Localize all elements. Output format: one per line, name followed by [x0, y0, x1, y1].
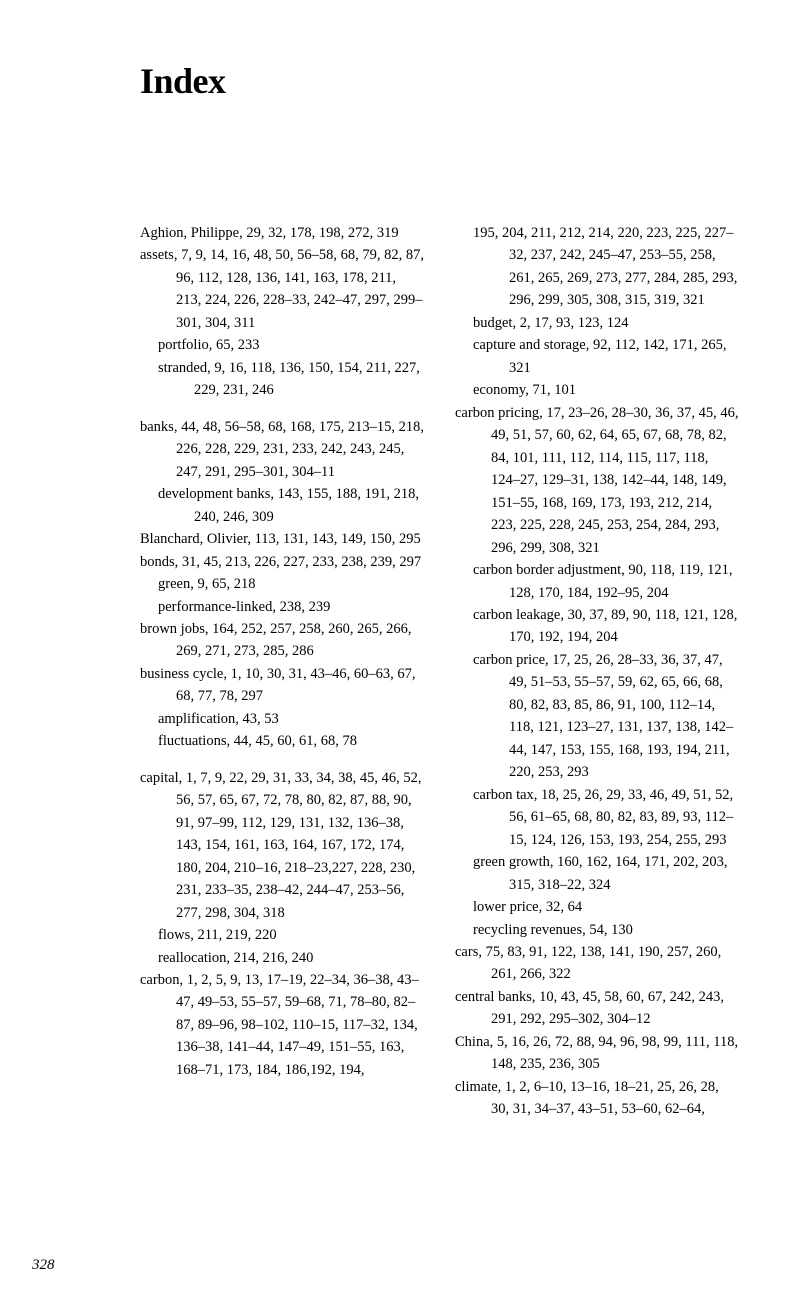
index-column-left: Aghion, Philippe, 29, 32, 178, 198, 272,… — [140, 222, 425, 1121]
index-entry: climate, 1, 2, 6–10, 13–16, 18–21, 25, 2… — [455, 1076, 740, 1121]
index-entry: banks, 44, 48, 56–58, 68, 168, 175, 213–… — [140, 416, 425, 483]
index-subentry: recycling revenues, 54, 130 — [455, 919, 740, 941]
index-subentry: 195, 204, 211, 212, 214, 220, 223, 225, … — [455, 222, 740, 312]
index-entry: bonds, 31, 45, 213, 226, 227, 233, 238, … — [140, 551, 425, 573]
page-title: Index — [140, 60, 740, 102]
index-subentry: carbon tax, 18, 25, 26, 29, 33, 46, 49, … — [455, 784, 740, 851]
index-subentry: performance-linked, 238, 239 — [140, 596, 425, 618]
index-subentry: stranded, 9, 16, 118, 136, 150, 154, 211… — [140, 357, 425, 402]
index-spacer — [140, 753, 425, 767]
index-column-right: 195, 204, 211, 212, 214, 220, 223, 225, … — [455, 222, 740, 1121]
index-entry: Aghion, Philippe, 29, 32, 178, 198, 272,… — [140, 222, 425, 244]
index-entry: business cycle, 1, 10, 30, 31, 43–46, 60… — [140, 663, 425, 708]
index-entry: cars, 75, 83, 91, 122, 138, 141, 190, 25… — [455, 941, 740, 986]
index-subentry: green growth, 160, 162, 164, 171, 202, 2… — [455, 851, 740, 896]
index-entry: capital, 1, 7, 9, 22, 29, 31, 33, 34, 38… — [140, 767, 425, 924]
index-subentry: carbon border adjustment, 90, 118, 119, … — [455, 559, 740, 604]
index-entry: China, 5, 16, 26, 72, 88, 94, 96, 98, 99… — [455, 1031, 740, 1076]
page-number: 328 — [32, 1257, 55, 1274]
index-subentry: carbon leakage, 30, 37, 89, 90, 118, 121… — [455, 604, 740, 649]
index-subentry: reallocation, 214, 216, 240 — [140, 947, 425, 969]
index-entry: central banks, 10, 43, 45, 58, 60, 67, 2… — [455, 986, 740, 1031]
index-subentry: lower price, 32, 64 — [455, 896, 740, 918]
index-subentry: carbon price, 17, 25, 26, 28–33, 36, 37,… — [455, 649, 740, 784]
index-entry: Blanchard, Olivier, 113, 131, 143, 149, … — [140, 528, 425, 550]
index-subentry: green, 9, 65, 218 — [140, 573, 425, 595]
index-entry: carbon, 1, 2, 5, 9, 13, 17–19, 22–34, 36… — [140, 969, 425, 1081]
index-columns: Aghion, Philippe, 29, 32, 178, 198, 272,… — [140, 222, 740, 1121]
index-subentry: budget, 2, 17, 93, 123, 124 — [455, 312, 740, 334]
index-subentry: amplification, 43, 53 — [140, 708, 425, 730]
index-entry: assets, 7, 9, 14, 16, 48, 50, 56–58, 68,… — [140, 244, 425, 334]
index-subentry: flows, 211, 219, 220 — [140, 924, 425, 946]
index-spacer — [140, 402, 425, 416]
index-subentry: development banks, 143, 155, 188, 191, 2… — [140, 483, 425, 528]
index-entry: carbon pricing, 17, 23–26, 28–30, 36, 37… — [455, 402, 740, 559]
index-subentry: economy, 71, 101 — [455, 379, 740, 401]
index-page: Index Aghion, Philippe, 29, 32, 178, 198… — [0, 0, 800, 1304]
index-entry: brown jobs, 164, 252, 257, 258, 260, 265… — [140, 618, 425, 663]
index-subentry: portfolio, 65, 233 — [140, 334, 425, 356]
index-subentry: capture and storage, 92, 112, 142, 171, … — [455, 334, 740, 379]
index-subentry: fluctuations, 44, 45, 60, 61, 68, 78 — [140, 730, 425, 752]
